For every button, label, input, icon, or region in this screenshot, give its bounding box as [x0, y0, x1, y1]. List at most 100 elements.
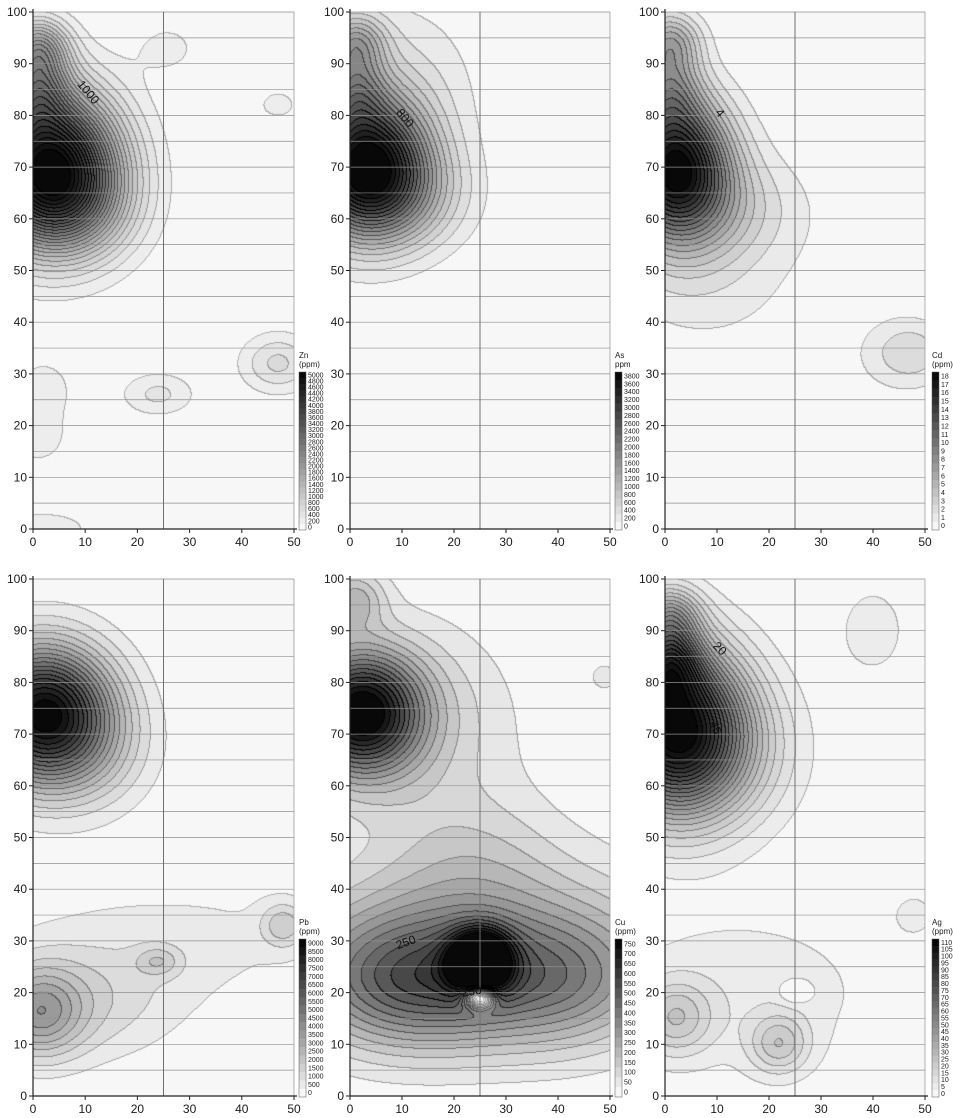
colorbar-swatch — [299, 511, 306, 519]
colorbar-swatch — [299, 390, 306, 397]
colorbar-level-label: 3600 — [624, 381, 640, 388]
colorbar-swatch — [299, 997, 306, 1006]
y-tick-label: 20 — [331, 986, 345, 1000]
colorbar-level-label: 4000 — [308, 1024, 324, 1031]
colorbar-swatch — [299, 372, 306, 379]
colorbar-level-label: 4 — [941, 490, 945, 497]
colorbar-zn: Zn(ppm)500048004600440042004000380036003… — [298, 351, 324, 531]
y-tick-label: 60 — [331, 212, 345, 226]
colorbar-level-label: 80 — [941, 981, 949, 988]
colorbar-level-label: 2000 — [624, 444, 640, 451]
colorbar-level-label: 8500 — [308, 949, 324, 956]
colorbar-swatch — [299, 955, 306, 965]
colorbar-swatch — [932, 1014, 939, 1022]
x-tick-label: 0 — [30, 1102, 37, 1116]
colorbar-level-label: 750 — [624, 941, 636, 948]
y-tick-label: 80 — [646, 108, 660, 122]
colorbar-swatch — [932, 505, 939, 514]
colorbar-swatch — [299, 384, 306, 391]
colorbar-level-label: 500 — [624, 991, 636, 998]
colorbar-level-label: 8 — [941, 457, 945, 464]
y-tick-label: 40 — [14, 315, 28, 329]
colorbar-swatch — [299, 469, 306, 476]
colorbar-level-label: 1600 — [624, 460, 640, 467]
colorbar-level-label: 95 — [941, 960, 949, 967]
y-tick-label: 40 — [646, 315, 660, 329]
y-tick-label: 80 — [331, 675, 345, 689]
colorbar-level-label: 4400 — [308, 391, 324, 398]
colorbar-swatch — [932, 405, 939, 414]
y-tick-label: 80 — [646, 675, 660, 689]
y-tick-label: 100 — [639, 5, 659, 19]
colorbar-swatch — [932, 521, 939, 531]
colorbar-frame — [298, 371, 307, 531]
colorbar-swatch — [932, 993, 939, 1002]
colorbar-swatch — [932, 438, 939, 448]
colorbar-swatch — [615, 1057, 622, 1068]
colorbar-level-label: 150 — [624, 1060, 636, 1067]
contour-label: 250 — [394, 932, 418, 952]
colorbar-swatch — [615, 506, 622, 515]
colorbar-level-label: 85 — [941, 974, 949, 981]
colorbar-cu: Cu(ppm)750700650600550500450400350300250… — [614, 918, 636, 1098]
colorbar-level-label: 1 — [941, 515, 945, 522]
y-tick-label: 10 — [646, 470, 660, 484]
colorbar-swatch — [932, 513, 939, 522]
x-tick-label: 20 — [762, 1102, 776, 1116]
colorbar-element-label: Ag — [932, 918, 942, 927]
colorbar-level-label: 2000 — [308, 1057, 324, 1064]
colorbar-swatch — [615, 1037, 622, 1048]
colorbar-swatch — [299, 378, 306, 385]
x-tick-label: 20 — [131, 1102, 145, 1116]
colorbar-level-label: 2000 — [308, 464, 324, 471]
colorbar-swatch — [932, 1090, 939, 1098]
colorbar-swatch — [299, 444, 306, 452]
y-tick-label: 30 — [646, 934, 660, 948]
x-tick-label: 10 — [395, 1102, 409, 1116]
colorbar-swatch — [932, 966, 939, 974]
colorbar-level-label: 100 — [941, 954, 953, 961]
colorbar-swatch — [299, 972, 306, 981]
colorbar-swatch — [932, 1069, 939, 1077]
y-tick-label: 60 — [646, 779, 660, 793]
colorbar-swatch — [299, 980, 306, 990]
colorbar-level-label: 200 — [624, 516, 636, 523]
colorbar-level-label: 0 — [308, 1090, 312, 1097]
y-tick-label: 60 — [14, 779, 28, 793]
colorbar-swatch — [932, 980, 939, 988]
colorbar-level-label: 55 — [941, 1015, 949, 1022]
colorbar-level-label: 2600 — [308, 445, 324, 452]
colorbar-swatch — [615, 1087, 622, 1098]
colorbar-swatch — [299, 523, 306, 531]
colorbar-level-label: 650 — [624, 961, 636, 968]
colorbar-swatch — [299, 947, 306, 956]
y-tick-label: 0 — [20, 1089, 27, 1103]
colorbar-swatch — [299, 1088, 306, 1098]
colorbar-level-label: 16 — [941, 390, 949, 397]
colorbar-level-label: 600 — [308, 506, 320, 513]
colorbar-level-label: 5 — [941, 1084, 945, 1091]
x-tick-label: 30 — [499, 535, 513, 549]
x-tick-label: 50 — [603, 1102, 617, 1116]
colorbar-swatch — [615, 395, 622, 404]
colorbar-level-label: 4800 — [308, 379, 324, 386]
colorbar-level-label: 3200 — [624, 397, 640, 404]
x-tick-label: 30 — [814, 1102, 828, 1116]
colorbar-frame — [931, 938, 940, 1098]
colorbar-swatch — [615, 498, 622, 507]
colorbar-level-label: 600 — [624, 971, 636, 978]
colorbar-level-label: 4600 — [308, 385, 324, 392]
y-tick-label: 70 — [646, 160, 660, 174]
colorbar-level-label: 50 — [624, 1080, 632, 1087]
colorbar-swatch — [615, 1067, 622, 1078]
colorbar-level-label: 50 — [941, 1022, 949, 1029]
y-tick-label: 70 — [331, 160, 345, 174]
y-tick-label: 10 — [14, 1037, 28, 1051]
y-tick-label: 50 — [646, 264, 660, 278]
colorbar-frame — [931, 371, 940, 531]
y-tick-label: 100 — [7, 5, 27, 19]
colorbar-element-label: Pb — [299, 918, 309, 927]
colorbar-swatch — [299, 939, 306, 948]
colorbar-level-label: 3000 — [308, 433, 324, 440]
